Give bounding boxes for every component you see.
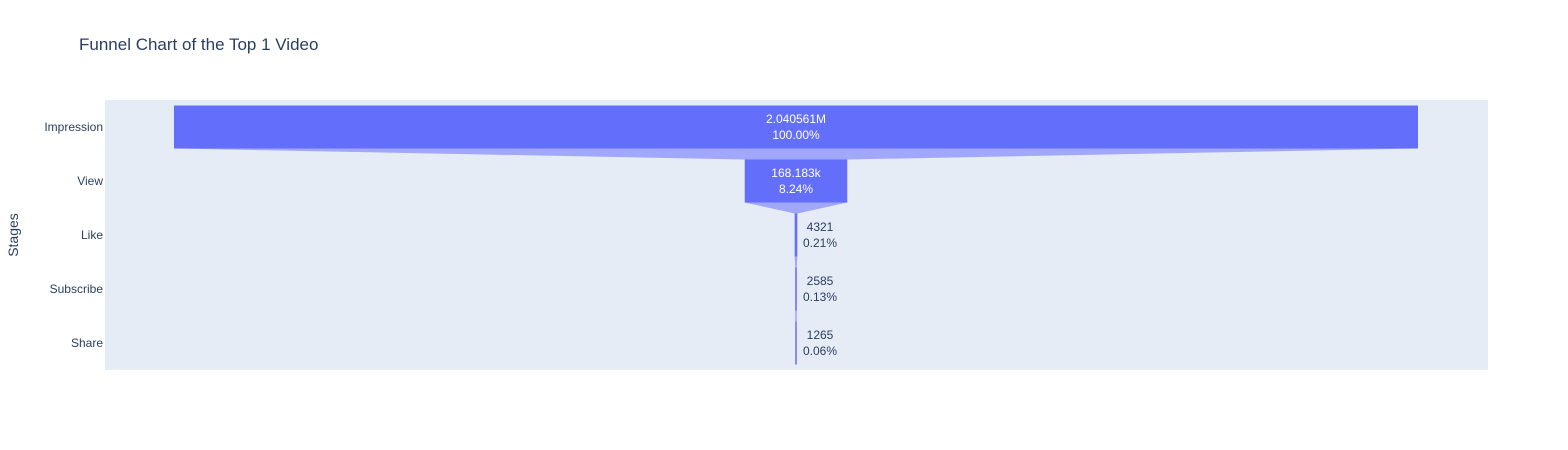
y-tick-share: Share: [71, 336, 103, 350]
funnel-connector-impression: [174, 148, 1418, 160]
bars: [174, 105, 1418, 365]
data-label-value-subscribe: 2585: [807, 274, 834, 288]
y-axis-title: Stages: [5, 213, 21, 257]
funnel-bar-subscribe: [795, 267, 797, 311]
data-label-percent-view: 8.24%: [779, 182, 813, 196]
y-tick-labels: Impression View Like Subscribe Share: [44, 120, 103, 350]
funnel-bar-impression: [174, 105, 1418, 149]
funnel-bar-view: [744, 159, 848, 203]
data-label-value-share: 1265: [807, 328, 834, 342]
data-labels: 2.040561M 100.00% 168.183k 8.24% 4321 0.21% 25…: [766, 112, 837, 358]
y-tick-impression: Impression: [44, 120, 103, 134]
funnel-connector-subscribe: [795, 310, 797, 322]
funnel-connector-like: [794, 256, 798, 268]
y-tick-subscribe: Subscribe: [50, 282, 104, 296]
data-label-value-view: 168.183k: [771, 166, 821, 180]
funnel-connector-view: [744, 202, 848, 214]
y-tick-view: View: [77, 174, 103, 188]
data-label-value-like: 4321: [807, 220, 834, 234]
funnel-bar-share: [795, 321, 797, 365]
data-label-percent-subscribe: 0.13%: [803, 290, 837, 304]
chart-title: Funnel Chart of the Top 1 Video: [79, 35, 318, 54]
data-label-percent-like: 0.21%: [803, 236, 837, 250]
funnel-bar-like: [794, 213, 798, 257]
connectors: [174, 148, 1418, 322]
data-label-value-impression: 2.040561M: [766, 112, 826, 126]
data-label-percent-share: 0.06%: [803, 344, 837, 358]
data-label-percent-impression: 100.00%: [772, 128, 820, 142]
y-tick-like: Like: [81, 228, 103, 242]
